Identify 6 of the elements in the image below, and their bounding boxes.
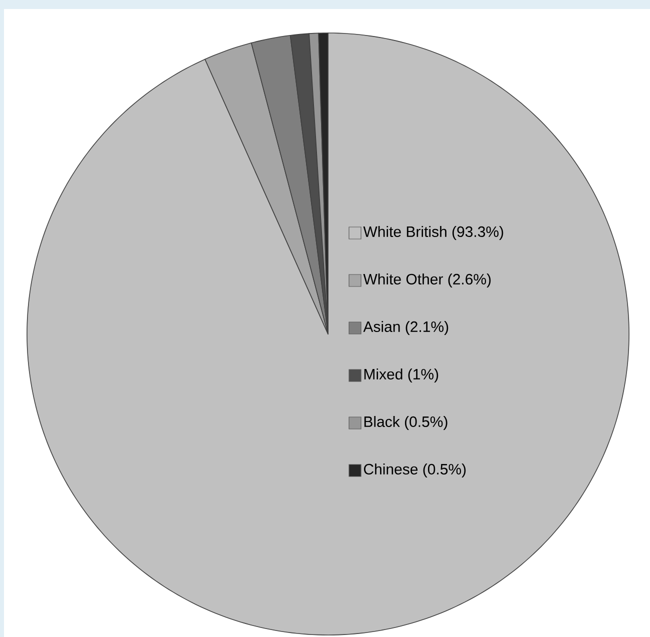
legend-label: Chinese (0.5%) xyxy=(364,464,466,478)
legend-label: Asian (2.1%) xyxy=(363,321,448,335)
slice-label: White British (93.3%) xyxy=(363,226,504,240)
legend-label: White Other (2.6%) xyxy=(363,274,491,288)
legend-label: Mixed (1%) xyxy=(364,368,438,382)
legend-label: Black (0.5%) xyxy=(364,416,448,430)
